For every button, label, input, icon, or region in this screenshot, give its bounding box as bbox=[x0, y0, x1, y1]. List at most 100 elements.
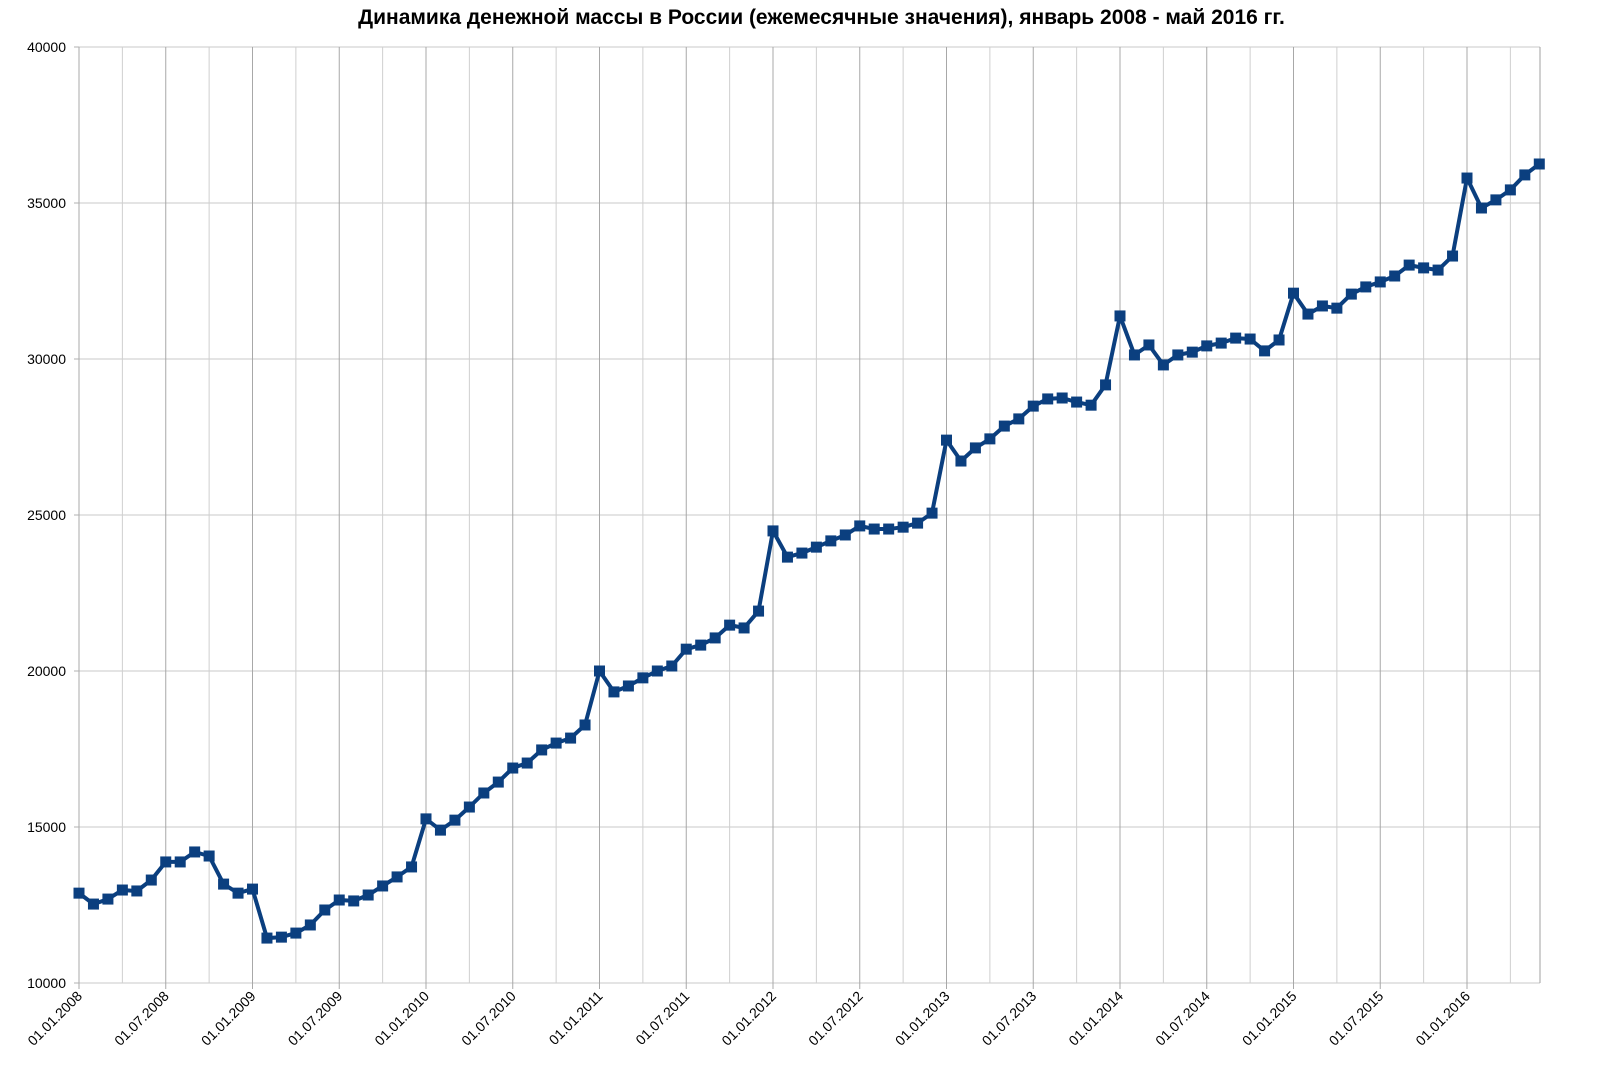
data-point-marker bbox=[348, 895, 360, 907]
data-point-marker bbox=[839, 529, 851, 541]
data-point-marker bbox=[594, 665, 605, 677]
data-point-marker bbox=[131, 885, 143, 897]
data-point-marker bbox=[1013, 413, 1025, 425]
data-point-marker bbox=[189, 846, 201, 858]
data-point-marker bbox=[391, 871, 403, 883]
data-point-marker bbox=[1201, 340, 1213, 352]
data-point-marker bbox=[825, 535, 837, 547]
data-point-marker bbox=[1389, 270, 1401, 282]
data-point-marker bbox=[1244, 333, 1256, 345]
data-point-marker bbox=[1418, 262, 1430, 274]
data-point-marker bbox=[1447, 250, 1459, 262]
data-point-marker bbox=[290, 927, 302, 939]
data-point-marker bbox=[810, 541, 822, 553]
data-point-marker bbox=[897, 521, 909, 533]
data-point-marker bbox=[1345, 288, 1357, 300]
data-point-marker bbox=[319, 904, 331, 916]
data-point-marker bbox=[998, 420, 1010, 432]
x-axis: 01.01.2008 01.07.2008 01.01.2009 01.07.2009… bbox=[24, 988, 1473, 1049]
data-point-marker bbox=[1288, 287, 1299, 299]
data-point-marker bbox=[434, 824, 446, 836]
x-tick-label: 01.01.2009 bbox=[198, 988, 259, 1049]
y-tick-label: 30000 bbox=[27, 351, 66, 367]
x-tick-label: 01.01.2010 bbox=[371, 988, 432, 1049]
data-point-marker bbox=[1128, 349, 1140, 361]
data-point-marker bbox=[941, 434, 952, 446]
x-tick-label: 01.01.2008 bbox=[24, 988, 85, 1049]
data-point-marker bbox=[1056, 392, 1068, 404]
x-tick-label: 01.01.2014 bbox=[1065, 988, 1126, 1049]
data-point-marker bbox=[218, 878, 230, 890]
x-tick-label: 01.01.2012 bbox=[718, 988, 779, 1049]
data-point-marker bbox=[1475, 202, 1487, 214]
data-point-marker bbox=[160, 856, 172, 868]
data-point-marker bbox=[420, 813, 432, 825]
data-point-marker bbox=[362, 889, 374, 901]
data-point-marker bbox=[1519, 169, 1531, 181]
data-point-marker bbox=[1215, 337, 1227, 349]
gridlines bbox=[78, 46, 1541, 989]
data-point-marker bbox=[261, 932, 273, 944]
data-point-marker bbox=[868, 523, 880, 535]
data-point-marker bbox=[709, 632, 721, 644]
data-point-marker bbox=[1461, 172, 1473, 184]
y-tick-label: 40000 bbox=[27, 39, 66, 55]
data-point-marker bbox=[1533, 158, 1545, 170]
data-point-marker bbox=[550, 737, 562, 749]
data-point-marker bbox=[1157, 359, 1169, 371]
data-point-marker bbox=[492, 776, 504, 788]
data-point-marker bbox=[102, 893, 114, 905]
data-point-marker bbox=[247, 883, 258, 895]
chart-title: Динамика денежной массы в России (ежемес… bbox=[358, 6, 1285, 29]
y-tick-label: 15000 bbox=[27, 819, 66, 835]
data-point-marker bbox=[955, 455, 967, 467]
data-point-marker bbox=[738, 622, 750, 634]
data-point-marker bbox=[1085, 399, 1097, 411]
data-point-marker bbox=[521, 757, 533, 769]
data-point-marker bbox=[1172, 349, 1184, 361]
data-point-marker bbox=[377, 880, 389, 892]
data-point-marker bbox=[767, 525, 779, 537]
data-point-marker bbox=[507, 762, 519, 774]
data-point-marker bbox=[275, 931, 287, 943]
data-point-marker bbox=[1100, 379, 1112, 391]
data-point-marker bbox=[637, 672, 649, 684]
data-point-marker bbox=[1273, 334, 1285, 346]
data-point-marker bbox=[463, 801, 475, 813]
data-point-marker bbox=[1186, 346, 1198, 358]
data-point-marker bbox=[1071, 396, 1083, 408]
data-point-marker bbox=[1302, 308, 1314, 320]
data-point-marker bbox=[87, 898, 99, 910]
data-point-marker bbox=[565, 732, 577, 744]
data-point-marker bbox=[666, 660, 678, 672]
data-point-marker bbox=[753, 605, 765, 617]
data-point-marker bbox=[232, 887, 244, 899]
data-point-marker bbox=[1374, 276, 1386, 288]
data-point-marker bbox=[449, 814, 461, 826]
data-point-marker bbox=[608, 686, 620, 698]
data-point-marker bbox=[1042, 393, 1054, 405]
data-point-marker bbox=[984, 433, 996, 445]
data-point-marker bbox=[304, 919, 316, 931]
data-point-marker bbox=[912, 517, 924, 529]
data-point-marker bbox=[1114, 310, 1126, 322]
x-tick-label: 01.07.2013 bbox=[979, 988, 1040, 1049]
data-point-marker bbox=[1432, 264, 1444, 276]
data-point-marker bbox=[1259, 345, 1271, 357]
x-tick-label: 01.07.2009 bbox=[285, 988, 346, 1049]
data-series bbox=[73, 158, 1545, 944]
data-point-marker bbox=[536, 744, 548, 756]
x-tick-label: 01.01.2016 bbox=[1412, 988, 1473, 1049]
x-tick-label: 01.01.2011 bbox=[545, 988, 605, 1048]
data-point-marker bbox=[406, 861, 418, 873]
data-point-marker bbox=[333, 894, 345, 906]
x-tick-label: 01.07.2011 bbox=[632, 988, 692, 1048]
data-point-marker bbox=[724, 619, 736, 631]
data-point-marker bbox=[1143, 339, 1155, 351]
x-tick-label: 01.07.2008 bbox=[111, 988, 172, 1049]
data-point-marker bbox=[145, 874, 157, 886]
x-tick-label: 01.07.2012 bbox=[805, 988, 866, 1049]
data-point-marker bbox=[651, 665, 663, 677]
y-tick-label: 20000 bbox=[27, 663, 66, 679]
